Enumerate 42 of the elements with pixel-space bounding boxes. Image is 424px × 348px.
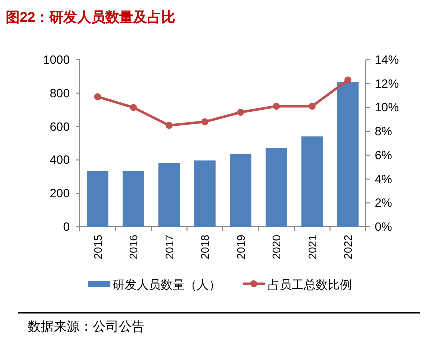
- bar: [158, 163, 180, 227]
- x-tick-label: 2017: [164, 235, 176, 260]
- x-tick-label: 2016: [128, 235, 141, 260]
- y-tick-label: 200: [50, 186, 70, 201]
- x-tick-label: 2022: [343, 235, 356, 260]
- y2-tick-label: 8%: [375, 124, 393, 139]
- y-tick-label: 400: [50, 153, 70, 168]
- bar: [266, 148, 288, 227]
- y-tick-label: 800: [50, 86, 70, 100]
- y2-tick-label: 12%: [375, 76, 400, 91]
- bar: [230, 154, 252, 227]
- y2-tick-label: 0%: [375, 220, 393, 234]
- bar: [87, 171, 109, 227]
- x-tick-label: 2015: [92, 235, 105, 260]
- point: [344, 76, 352, 84]
- y2-tick-label: 4%: [375, 172, 393, 186]
- point: [202, 118, 209, 126]
- bar: [302, 136, 324, 227]
- x-tick-label: 2018: [200, 235, 212, 260]
- y2-tick-label: 10%: [375, 100, 400, 115]
- y-tick-label: 1000: [43, 53, 70, 67]
- point: [273, 103, 280, 110]
- y2-tick-label: 6%: [375, 148, 393, 162]
- legend-label: 研发人员数量（人）: [113, 278, 221, 292]
- point: [237, 108, 244, 116]
- point: [94, 93, 102, 100]
- legend-label: 占员工总数比例: [268, 278, 352, 292]
- y-tick-label: 600: [50, 120, 70, 134]
- x-tick-label: 2019: [236, 235, 248, 260]
- source-note: 数据来源：公司公告: [28, 319, 145, 334]
- point: [308, 103, 316, 110]
- y2-tick-label: 2%: [375, 196, 393, 210]
- bar: [122, 171, 144, 227]
- chart-title: 图22：研发人员数量及占比: [6, 9, 176, 25]
- point: [166, 122, 173, 130]
- bar: [194, 160, 216, 227]
- bar: [337, 82, 359, 227]
- y-tick-label: 0: [63, 220, 70, 234]
- point: [130, 104, 138, 112]
- x-tick-label: 2020: [272, 235, 284, 260]
- x-tick-label: 2021: [307, 235, 320, 260]
- y2-tick-label: 14%: [375, 53, 400, 67]
